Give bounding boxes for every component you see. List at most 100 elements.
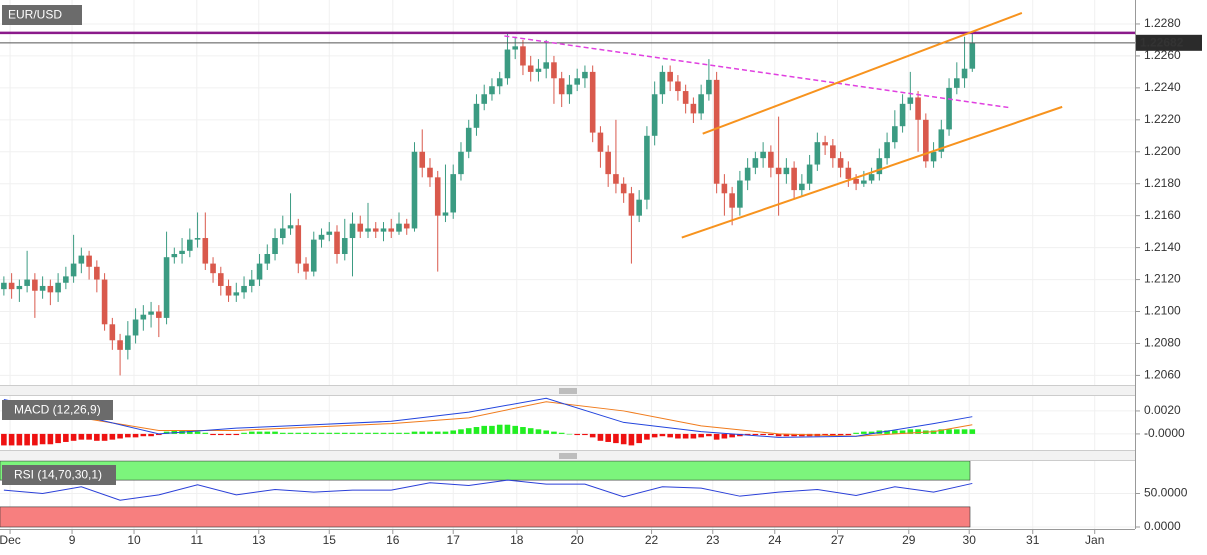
x-tick-label: 17 xyxy=(447,533,461,547)
rsi-label-box[interactable] xyxy=(2,465,116,485)
candle-body xyxy=(481,94,488,104)
candle-body xyxy=(969,43,976,69)
macd-histogram-bar xyxy=(822,433,828,436)
macd-histogram-bar xyxy=(597,433,604,441)
candle-body xyxy=(357,223,364,232)
candle-body xyxy=(884,142,890,159)
y-tick-label: 1.2280 xyxy=(1144,16,1181,30)
macd-histogram-bar xyxy=(233,433,240,436)
macd-histogram-bar xyxy=(907,429,914,434)
macd-histogram-bar xyxy=(729,433,735,438)
macd-histogram-bar xyxy=(427,431,433,434)
macd-histogram-bar xyxy=(744,433,751,436)
candle-body xyxy=(892,126,898,143)
macd-histogram-bar xyxy=(458,429,464,434)
candle-body xyxy=(698,94,704,114)
macd-histogram-bar xyxy=(39,433,46,445)
candle-body xyxy=(636,199,642,216)
candle-body xyxy=(868,174,875,181)
macd-panel: 0.0020 -0.0000 xyxy=(1,397,1185,446)
macd-histogram-bar xyxy=(682,433,689,439)
candle-body xyxy=(690,103,697,114)
rsi-line xyxy=(3,479,973,501)
candle-body xyxy=(876,158,883,175)
macd-histogram-bar xyxy=(450,430,457,434)
title-box[interactable] xyxy=(2,5,82,25)
candle-body xyxy=(264,254,271,264)
candle-body xyxy=(915,97,921,120)
macd-histogram-bar xyxy=(287,432,294,434)
macd-histogram-bar xyxy=(396,432,402,434)
candle-body xyxy=(55,282,61,293)
macd-histogram-bar xyxy=(675,433,681,439)
candle-body xyxy=(597,132,604,152)
candle-body xyxy=(411,151,418,229)
candle-body xyxy=(349,223,356,239)
last-price-box xyxy=(1136,34,1202,51)
macd-histogram-bar xyxy=(899,430,906,434)
macd-histogram-bar xyxy=(163,431,170,434)
macd-histogram-bar xyxy=(380,432,387,434)
y-tick-label: 0.0000 xyxy=(1144,519,1181,533)
macd-histogram-bar xyxy=(411,431,418,434)
x-tick-label: 10 xyxy=(127,533,141,547)
macd-histogram-bar xyxy=(86,433,92,440)
macd-histogram-bar xyxy=(125,433,131,438)
macd-histogram-bar xyxy=(8,433,15,446)
candle-body xyxy=(303,263,309,272)
y-tick-label: 1.2180 xyxy=(1144,176,1181,190)
macd-histogram-bar xyxy=(225,433,232,436)
candle-body xyxy=(861,180,867,184)
x-tick-label: 16 xyxy=(386,533,400,547)
candle-body xyxy=(512,46,519,50)
candle-body xyxy=(907,97,914,104)
macd-histogram-bar xyxy=(543,430,549,434)
candle-body xyxy=(613,174,619,184)
candle-body xyxy=(853,178,859,184)
candle-body xyxy=(326,231,333,235)
candle-body xyxy=(365,228,371,232)
candle-body xyxy=(458,151,464,175)
candle-body xyxy=(899,103,906,127)
candle-body xyxy=(287,225,294,229)
candle-body xyxy=(830,145,836,159)
candle-body xyxy=(961,68,968,79)
candle-body xyxy=(427,167,433,178)
candle-body xyxy=(396,223,402,232)
candle-body xyxy=(403,223,410,229)
macd-histogram-bar xyxy=(32,433,38,446)
macd-histogram-bar xyxy=(938,429,945,434)
candle-body xyxy=(605,151,611,175)
candle-body xyxy=(768,151,774,168)
macd-histogram-bar xyxy=(357,432,364,434)
macd-histogram-bar xyxy=(279,432,286,434)
macd-histogram-bar xyxy=(861,431,867,434)
macd-histogram-bar xyxy=(156,433,162,436)
macd-histogram-bar xyxy=(465,428,472,434)
divider-handle xyxy=(559,388,577,459)
macd-label-box[interactable] xyxy=(2,400,113,420)
macd-histogram-bar xyxy=(620,433,627,445)
macd-histogram-bar xyxy=(264,431,271,434)
candle-body xyxy=(659,71,666,95)
candle-body xyxy=(822,142,828,146)
rsi-overbought-band xyxy=(0,460,971,481)
candle-body xyxy=(558,78,565,95)
trendline xyxy=(681,105,1063,239)
macd-histogram-bar xyxy=(326,432,333,434)
x-tick-label: 18 xyxy=(510,533,524,547)
x-tick-label: 9 xyxy=(69,533,76,547)
candle-body xyxy=(566,84,573,95)
candle-body xyxy=(334,231,340,255)
y-tick-label: 50.0000 xyxy=(1144,486,1188,500)
candle-body xyxy=(372,228,379,232)
candle-body xyxy=(721,183,728,194)
candle-body xyxy=(256,263,263,280)
candle-body xyxy=(202,238,209,264)
macd-histogram-bar xyxy=(47,433,54,445)
x-tick-label: Jan xyxy=(1085,533,1104,547)
candle-body xyxy=(450,174,457,213)
macd-histogram-bar xyxy=(752,433,759,436)
macd-histogram-bar xyxy=(349,432,356,434)
x-tick-label: 24 xyxy=(768,533,782,547)
